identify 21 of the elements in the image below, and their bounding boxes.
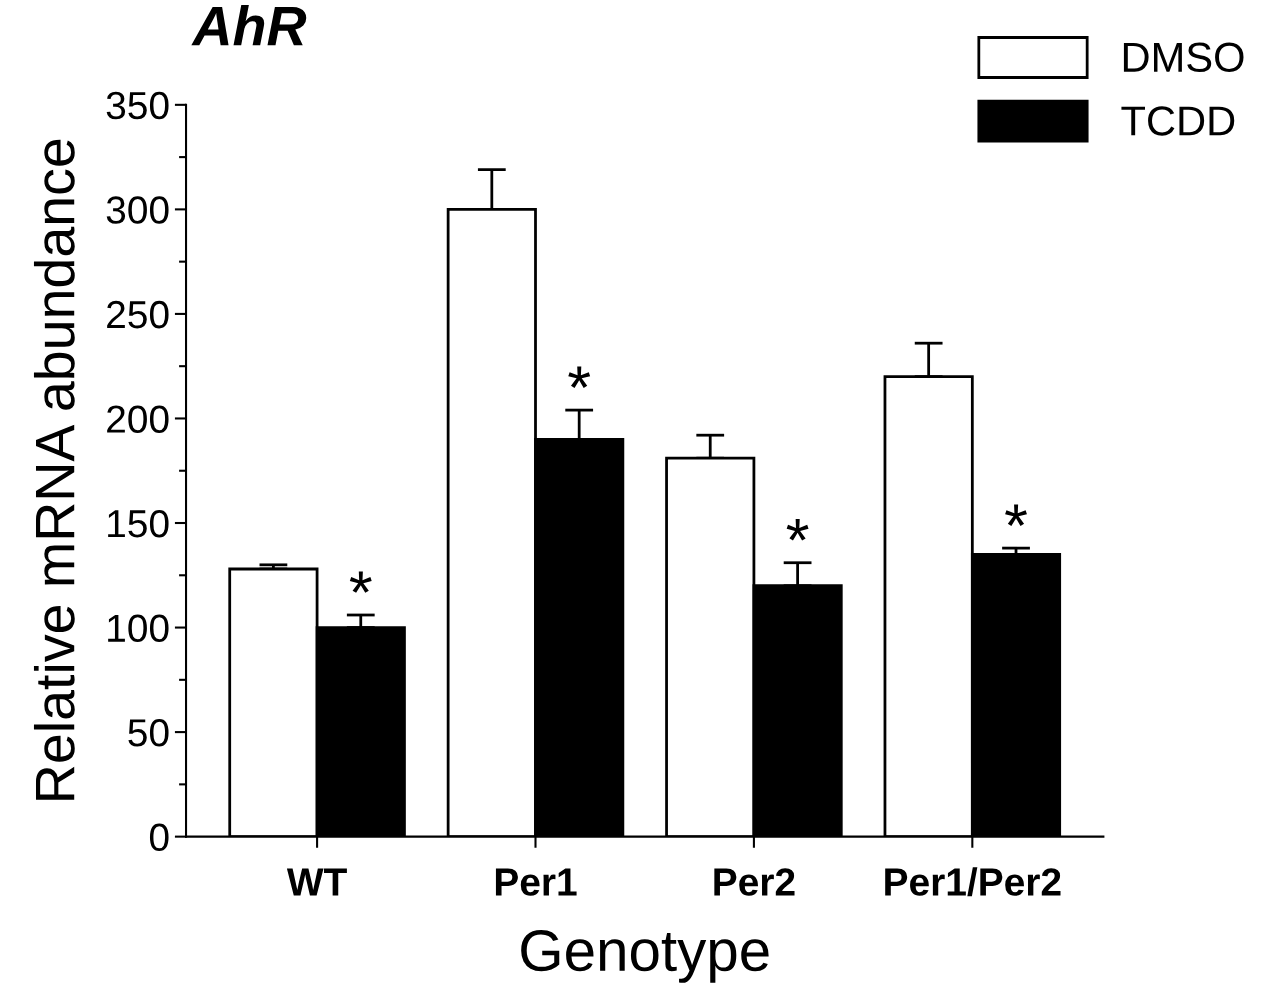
x-axis-title: Genotype — [521, 929, 769, 983]
annotation: * — [786, 519, 809, 541]
x-tick-label: Per2 — [714, 868, 795, 896]
y-tick-label: 350 — [106, 91, 169, 120]
legend-label: DMSO — [1123, 42, 1244, 73]
y-tick-label: 0 — [149, 823, 169, 852]
y-axis-title: Relative mRNA abundance — [33, 139, 75, 800]
annotation: * — [349, 571, 372, 593]
legend-label: TCDD — [1121, 106, 1235, 136]
x-tick-label: Per1/Per2 — [885, 867, 1061, 897]
y-tick-label: 300 — [106, 196, 169, 224]
x-tick-label: Per1 — [495, 868, 577, 896]
annotation: * — [1005, 504, 1027, 526]
chart-title: AhR — [191, 5, 307, 46]
y-tick-label: 100 — [108, 614, 169, 643]
y-tick-label: 50 — [128, 719, 169, 747]
x-tick-label: WT — [286, 868, 347, 896]
y-tick-label: 200 — [107, 405, 169, 433]
y-tick-label: 150 — [108, 509, 169, 538]
y-tick-label: 250 — [107, 300, 169, 329]
annotation: * — [568, 366, 591, 388]
